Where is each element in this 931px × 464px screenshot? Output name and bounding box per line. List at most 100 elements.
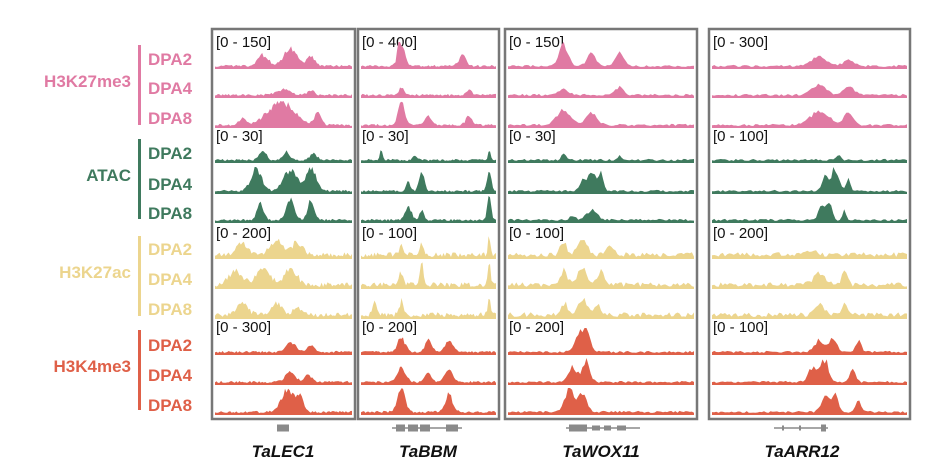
gene-model — [774, 424, 828, 432]
gene-name: TaARR12 — [765, 442, 840, 461]
signal-track — [712, 302, 907, 318]
gene-model — [566, 424, 640, 432]
signal-track — [712, 250, 907, 258]
data-range-label: [0 - 300] — [216, 319, 271, 336]
panel-frame — [210, 27, 357, 421]
signal-track — [508, 358, 694, 384]
mark-label-atac: ATAC — [86, 166, 131, 185]
data-range-label: [0 - 200] — [362, 319, 417, 336]
signal-track — [361, 262, 496, 288]
data-range-label: [0 - 200] — [216, 225, 271, 242]
stage-label: DPA8 — [148, 300, 192, 319]
group-bar-h3k27me3 — [138, 45, 141, 125]
data-range-label: [0 - 30] — [362, 128, 409, 145]
gene-models: TaLEC1 TaBBM TaWOX11 TaARR12 — [252, 424, 840, 461]
stage-label: DPA8 — [148, 396, 192, 415]
signal-track — [361, 297, 496, 318]
data-range-label: [0 - 30] — [509, 128, 556, 145]
signal-track — [215, 388, 352, 414]
signal-track — [508, 170, 694, 193]
signal-track — [361, 236, 496, 258]
group-bar-h3k27ac — [138, 236, 141, 316]
signal-track — [215, 342, 352, 354]
data-range-label: [0 - 150] — [509, 34, 564, 51]
stage-label: DPA4 — [148, 270, 193, 289]
signal-track — [712, 202, 907, 222]
data-range-label: [0 - 300] — [713, 34, 768, 51]
signal-track — [508, 297, 694, 318]
signal-track — [215, 88, 352, 97]
group-bar-atac — [138, 139, 141, 219]
signal-track — [712, 392, 907, 414]
signal-track — [215, 371, 352, 384]
signal-track — [361, 171, 496, 193]
signal-track — [508, 208, 694, 222]
signal-track — [712, 155, 907, 162]
signal-track — [712, 55, 907, 68]
signal-track — [712, 359, 907, 384]
gene-name: TaBBM — [399, 442, 458, 461]
stage-label: DPA4 — [148, 366, 193, 385]
data-range-label: [0 - 100] — [509, 225, 564, 242]
signal-track — [508, 85, 694, 97]
panel-frame — [707, 27, 912, 421]
signal-track — [361, 101, 496, 127]
panel-frame — [503, 27, 699, 421]
data-range-label: [0 - 200] — [509, 319, 564, 336]
mark-label-h3k27ac: H3K27ac — [59, 263, 131, 282]
signal-track — [215, 150, 352, 162]
stage-label: DPA4 — [148, 79, 193, 98]
signal-track — [361, 366, 496, 384]
gene-panel-talec1: [0 - 150] [0 - 30] [0 - 200] [0 - 300] — [210, 27, 357, 421]
gene-panel-tawox11: [0 - 150] [0 - 30] [0 - 100] [0 - 200] — [503, 27, 699, 421]
group-bar-h3k4me3 — [138, 330, 141, 410]
signal-track — [712, 270, 907, 288]
stage-label: DPA2 — [148, 144, 192, 163]
signal-track — [361, 150, 496, 162]
signal-track — [508, 240, 694, 258]
stage-label: DPA2 — [148, 50, 192, 69]
panel-frame — [356, 27, 501, 421]
signal-track — [215, 267, 352, 288]
stage-label: DPA8 — [148, 109, 192, 128]
signal-track — [712, 83, 907, 97]
gene-model — [392, 424, 462, 432]
signal-track — [215, 167, 352, 193]
signal-track — [215, 301, 352, 318]
data-range-label: [0 - 150] — [216, 34, 271, 51]
data-range-label: [0 - 200] — [713, 225, 768, 242]
data-range-label: [0 - 100] — [362, 225, 417, 242]
gene-name: TaWOX11 — [562, 442, 639, 461]
gene-panel-taarr12: [0 - 300] [0 - 100] [0 - 200] [0 - 100] — [707, 27, 912, 421]
gene-model — [277, 424, 289, 432]
signal-track — [361, 87, 496, 97]
row-labels: H3K27me3 DPA2 DPA4 DPA8 ATAC DPA2 DPA4 DPA8 H3K2… — [44, 45, 193, 415]
signal-track — [215, 197, 352, 222]
signal-track — [508, 108, 694, 127]
signal-track — [712, 110, 907, 127]
signal-track — [215, 46, 352, 68]
signal-track — [508, 153, 694, 162]
mark-label-h3k27me3: H3K27me3 — [44, 72, 131, 91]
data-range-label: [0 - 100] — [713, 128, 768, 145]
data-range-label: [0 - 400] — [362, 34, 417, 51]
signal-track — [361, 337, 496, 354]
stage-label: DPA2 — [148, 336, 192, 355]
stage-label: DPA4 — [148, 175, 193, 194]
stage-label: DPA8 — [148, 204, 192, 223]
mark-label-h3k4me3: H3K4me3 — [54, 357, 132, 376]
data-range-label: [0 - 100] — [713, 319, 768, 336]
signal-track — [361, 196, 496, 222]
gene-panel-tabbm: [0 - 400] [0 - 30] [0 - 100] [0 - 200] — [356, 27, 501, 421]
signal-track — [361, 388, 496, 414]
signal-track — [508, 42, 694, 68]
signal-track — [508, 328, 694, 354]
signal-track — [712, 167, 907, 193]
signal-track — [215, 101, 352, 127]
signal-track — [508, 388, 694, 414]
gene-panels: [0 - 150][0 - 30][0 - 200][0 - 300][0 - … — [210, 27, 912, 421]
stage-label: DPA2 — [148, 240, 192, 259]
data-range-label: [0 - 30] — [216, 128, 263, 145]
signal-track — [508, 267, 694, 288]
